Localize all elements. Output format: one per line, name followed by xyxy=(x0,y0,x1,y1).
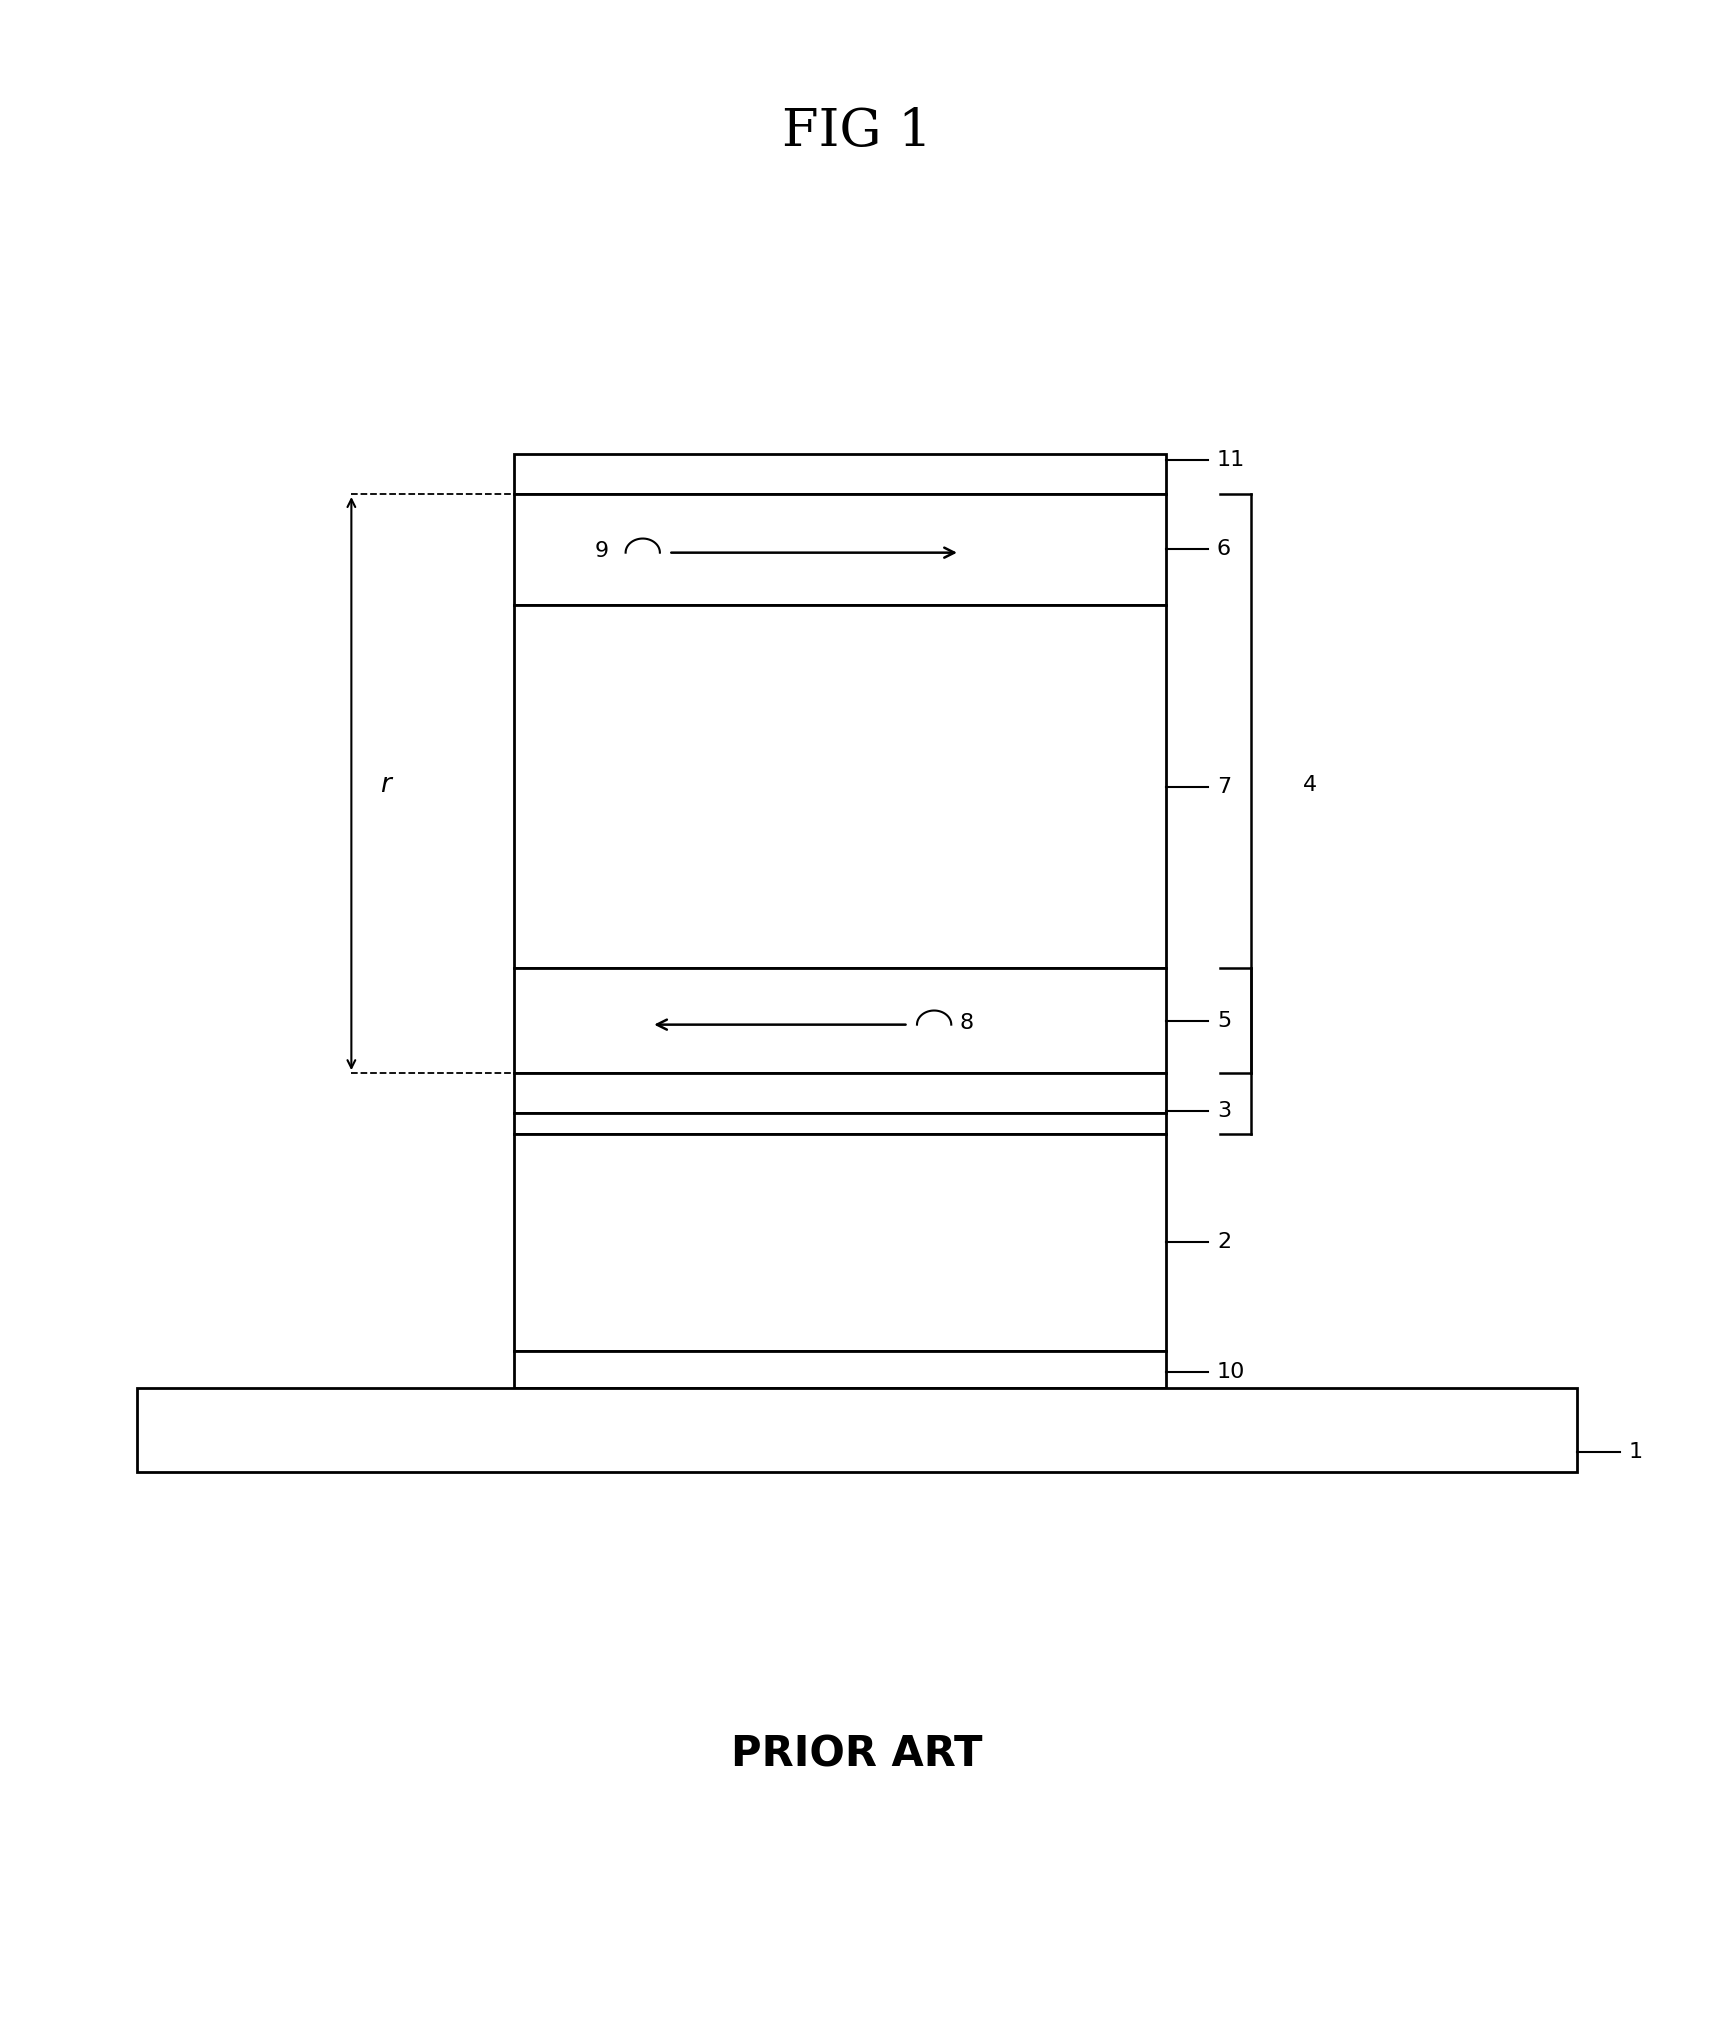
Bar xyxy=(514,454,1166,494)
Bar xyxy=(514,1113,1166,1134)
Text: 5: 5 xyxy=(1217,1011,1231,1031)
Bar xyxy=(514,1134,1166,1351)
Text: 7: 7 xyxy=(1217,777,1231,797)
Text: PRIOR ART: PRIOR ART xyxy=(732,1735,982,1775)
Text: 11: 11 xyxy=(1217,450,1244,470)
Text: FIG 1: FIG 1 xyxy=(782,105,932,157)
Text: 1: 1 xyxy=(1628,1442,1642,1462)
Bar xyxy=(514,968,1166,1073)
Bar xyxy=(514,605,1166,968)
Text: 2: 2 xyxy=(1217,1232,1231,1253)
Text: 9: 9 xyxy=(595,541,608,561)
Bar xyxy=(514,494,1166,605)
Bar xyxy=(514,1073,1166,1113)
Bar xyxy=(137,1388,1577,1472)
Text: 4: 4 xyxy=(1303,775,1316,795)
Text: 10: 10 xyxy=(1217,1361,1246,1382)
Text: r: r xyxy=(381,773,391,797)
Text: 3: 3 xyxy=(1217,1101,1231,1121)
Bar xyxy=(514,1351,1166,1388)
Text: 8: 8 xyxy=(960,1013,974,1033)
Text: 6: 6 xyxy=(1217,539,1231,559)
